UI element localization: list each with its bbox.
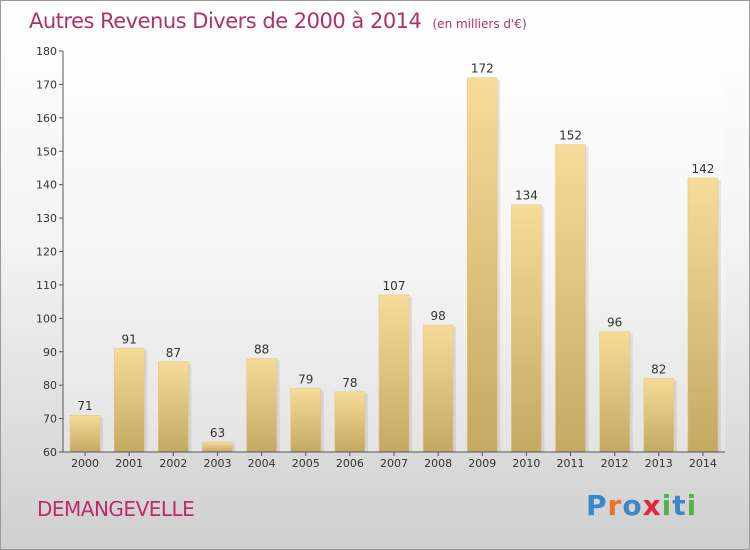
bar-value-label: 172 — [471, 62, 494, 76]
bar — [246, 358, 277, 453]
bar — [113, 348, 145, 453]
y-tick-label: 60 — [43, 446, 57, 459]
logo-letter: P — [586, 489, 608, 522]
x-tick-label: 2002 — [159, 457, 187, 470]
y-tick-label: 120 — [36, 246, 57, 259]
bar-value-label: 82 — [651, 362, 666, 376]
y-tick-label: 180 — [36, 45, 57, 58]
y-tick-label: 90 — [43, 346, 57, 359]
x-tick-label: 2012 — [601, 457, 629, 470]
bar-value-label: 79 — [298, 373, 313, 387]
bar — [69, 414, 101, 453]
x-tick-label: 2013 — [645, 457, 673, 470]
x-tick-label: 2001 — [115, 457, 143, 470]
bar-value-label: 96 — [607, 316, 622, 330]
bar-value-label: 87 — [166, 346, 181, 360]
bar — [643, 378, 675, 453]
bar — [467, 77, 498, 453]
bar-value-label: 78 — [342, 376, 357, 390]
bar — [158, 361, 189, 453]
bar-value-label: 107 — [383, 279, 406, 293]
bar-value-label: 134 — [515, 189, 538, 203]
y-tick-label: 140 — [36, 179, 57, 192]
x-tick-label: 2011 — [557, 457, 585, 470]
logo-letter: i — [686, 489, 698, 522]
proxiti-logo: Proxiti — [586, 489, 697, 522]
logo-letter: r — [607, 489, 623, 522]
x-tick-label: 2014 — [689, 457, 717, 470]
x-tick-label: 2007 — [380, 457, 408, 470]
location-label: DEMANGEVELLE — [37, 497, 195, 521]
y-tick-label: 100 — [36, 312, 57, 325]
x-tick-label: 2005 — [292, 457, 320, 470]
x-tick-label: 2000 — [71, 457, 99, 470]
bar-value-label: 98 — [430, 309, 445, 323]
x-tick-label: 2009 — [468, 457, 496, 470]
chart-unit: (en milliers d'€) — [432, 17, 527, 31]
bar — [687, 177, 719, 453]
y-tick-label: 80 — [43, 379, 57, 392]
x-tick-label: 2003 — [203, 457, 231, 470]
bar-value-label: 63 — [210, 426, 225, 440]
bar — [290, 388, 321, 453]
bar-value-label: 142 — [691, 162, 714, 176]
bar-value-label: 88 — [254, 342, 269, 356]
x-tick-label: 2010 — [512, 457, 540, 470]
logo-letter: o — [622, 489, 643, 522]
y-tick-label: 70 — [43, 413, 57, 426]
logo-letter: x — [642, 489, 662, 522]
bar — [422, 324, 454, 453]
bar — [555, 144, 586, 453]
x-tick-label: 2008 — [424, 457, 452, 470]
bar-value-label: 91 — [122, 332, 137, 346]
logo-letter: t — [672, 489, 687, 522]
y-tick-label: 110 — [36, 279, 57, 292]
logo-letter: i — [661, 489, 673, 522]
bar — [334, 391, 366, 453]
bar-value-label: 152 — [559, 129, 582, 143]
y-tick-label: 170 — [36, 78, 57, 91]
bar — [511, 204, 542, 453]
x-tick-label: 2004 — [248, 457, 276, 470]
y-tick-label: 130 — [36, 212, 57, 225]
bar — [599, 331, 630, 453]
bar — [202, 441, 233, 453]
bar-value-label: 71 — [77, 399, 92, 413]
y-tick-label: 160 — [36, 112, 57, 125]
chart-title: Autres Revenus Divers de 2000 à 2014 — [29, 9, 422, 33]
chart-title-block: Autres Revenus Divers de 2000 à 2014 (en… — [29, 9, 527, 33]
y-tick-label: 150 — [36, 145, 57, 158]
x-tick-label: 2006 — [336, 457, 364, 470]
bar — [378, 294, 410, 453]
